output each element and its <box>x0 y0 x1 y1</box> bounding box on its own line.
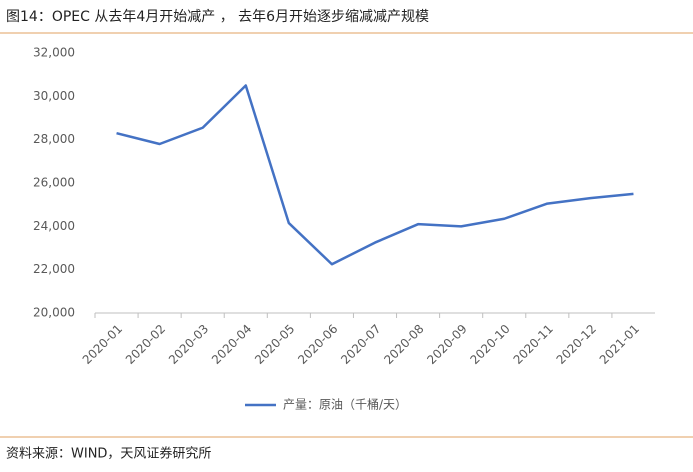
chart-title: 图14：OPEC 从去年4月开始减产 ， 去年6月开始逐步缩减减产规模 <box>6 9 429 25</box>
x-tick-label: 2020-07 <box>338 322 383 367</box>
y-tick-label: 20,000 <box>33 306 75 320</box>
x-tick-label: 2020-12 <box>554 322 599 367</box>
source-note: 资料来源：WIND，天风证券研究所 <box>6 446 211 462</box>
x-tick-label: 2020-08 <box>381 322 426 367</box>
x-tick-label: 2020-01 <box>80 322 125 367</box>
legend-label: 产量：原油（千桶/天） <box>283 397 407 412</box>
y-tick-label: 32,000 <box>33 46 75 60</box>
x-tick-label: 2021-01 <box>597 322 642 367</box>
x-tick-label: 2020-10 <box>467 322 512 367</box>
y-tick-label: 22,000 <box>33 262 75 276</box>
y-tick-label: 30,000 <box>33 89 75 103</box>
x-tick-label: 2020-04 <box>209 322 254 367</box>
x-tick-label: 2020-09 <box>424 322 469 367</box>
x-tick-label: 2020-05 <box>252 322 297 367</box>
y-tick-label: 28,000 <box>33 132 75 146</box>
x-tick-label: 2020-03 <box>166 322 211 367</box>
x-tick-label: 2020-11 <box>511 322 556 367</box>
series-line <box>116 84 634 266</box>
y-tick-label: 26,000 <box>33 176 75 190</box>
x-tick-label: 2020-06 <box>295 322 340 367</box>
x-tick-label: 2020-02 <box>123 322 168 367</box>
y-tick-label: 24,000 <box>33 219 75 233</box>
